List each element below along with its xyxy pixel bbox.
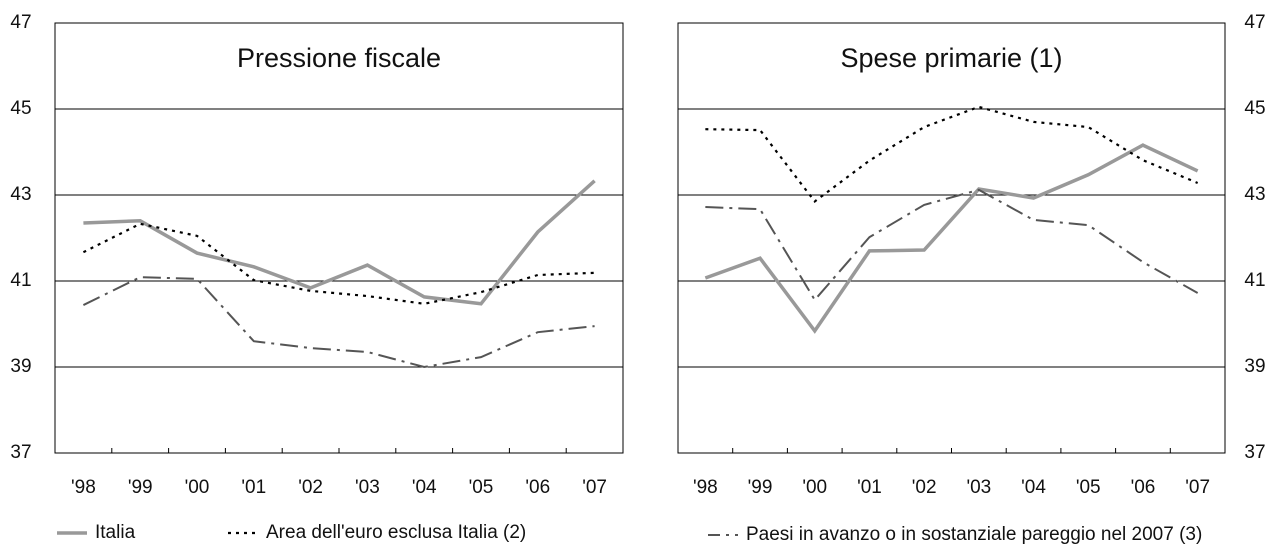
x-tick-label: '98: [71, 477, 96, 498]
x-tick-label: '05: [469, 477, 494, 498]
x-tick-label: '07: [582, 477, 607, 498]
y-tick-label: 43: [10, 184, 31, 205]
y-tick-label: 39: [10, 356, 31, 377]
y-tick-label: 37: [10, 442, 31, 463]
x-tick-label: '02: [912, 477, 937, 498]
chart-title: Pressione fiscale: [237, 43, 441, 73]
series-line: [704, 143, 1199, 334]
x-tick-label: '00: [185, 477, 210, 498]
x-tick-label: '03: [966, 477, 991, 498]
plot-frame: [54, 22, 624, 454]
x-tick-label: '01: [241, 477, 266, 498]
y-tick-label: 41: [10, 270, 31, 291]
series-line: [82, 276, 595, 369]
y-tick-label: 45: [10, 98, 31, 119]
y-tick-label: 41: [1244, 270, 1265, 291]
x-tick-label: '99: [748, 477, 773, 498]
x-tick-label: '03: [355, 477, 380, 498]
legend-label: Area dell'euro esclusa Italia (2): [266, 522, 526, 543]
plot-frame: [677, 22, 1226, 454]
x-tick-label: '02: [298, 477, 323, 498]
x-tick-label: '06: [1131, 477, 1156, 498]
y-tick-label: 47: [1244, 12, 1265, 33]
x-tick-label: '06: [525, 477, 550, 498]
x-tick-label: '04: [1021, 477, 1046, 498]
legend-label: Italia: [95, 522, 136, 543]
x-tick-label: '00: [802, 477, 827, 498]
x-tick-label: '98: [693, 477, 718, 498]
series-line: [705, 105, 1199, 203]
y-tick-label: 47: [10, 12, 31, 33]
chart-title: Spese primarie (1): [840, 43, 1062, 73]
y-tick-label: 37: [1244, 442, 1265, 463]
x-tick-label: '05: [1076, 477, 1101, 498]
y-tick-label: 43: [1244, 184, 1265, 205]
series-line: [82, 222, 595, 305]
x-tick-label: '04: [412, 477, 437, 498]
x-tick-label: '99: [128, 477, 153, 498]
x-tick-label: '07: [1185, 477, 1210, 498]
series-line: [83, 179, 596, 306]
legend-label: Paesi in avanzo o in sostanziale pareggi…: [746, 524, 1202, 545]
x-tick-label: '01: [857, 477, 882, 498]
y-tick-label: 39: [1244, 356, 1265, 377]
y-tick-label: 45: [1244, 98, 1265, 119]
series-line: [705, 188, 1199, 302]
